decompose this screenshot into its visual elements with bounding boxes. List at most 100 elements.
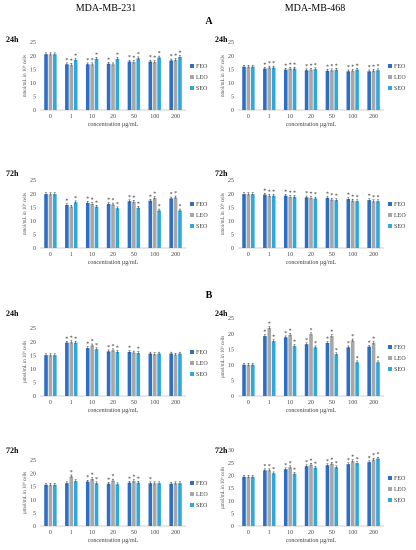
x-tick-label: 20 <box>308 400 314 406</box>
bar-leo <box>246 364 251 396</box>
significance-star: * <box>305 460 308 466</box>
y-tick-label: 0 <box>231 246 234 252</box>
bar-leo <box>90 203 94 248</box>
bar-seo <box>157 210 161 248</box>
bar-seo <box>157 483 161 526</box>
significance-star: * <box>112 198 115 204</box>
significance-star: * <box>95 343 98 349</box>
significance-star: * <box>326 337 329 343</box>
significance-star: * <box>86 196 89 202</box>
legend-swatch-leo <box>190 492 194 496</box>
bar-seo <box>73 59 78 110</box>
bar-leo <box>371 70 376 110</box>
section-label-a: A <box>205 16 213 27</box>
bar-seo <box>53 54 57 110</box>
significance-star: * <box>293 190 296 196</box>
significance-star: * <box>268 322 271 328</box>
significance-star: * <box>284 463 287 469</box>
significance-star: * <box>70 470 73 476</box>
bar-seo <box>136 353 141 396</box>
bar-seo <box>73 342 78 396</box>
legend-label-leo: LEO <box>196 492 208 498</box>
legend-swatch-feo <box>388 476 392 480</box>
x-tick-label: 10 <box>89 114 95 120</box>
time-label: 72h <box>6 446 19 455</box>
bar-leo <box>350 200 355 248</box>
bar-seo <box>251 66 255 110</box>
bar-leo <box>152 197 157 248</box>
bar-seo <box>115 58 120 110</box>
significance-star: * <box>268 189 271 195</box>
legend-label-leo: LEO <box>196 361 208 367</box>
bar-seo <box>334 69 339 110</box>
y-tick-label: 20 <box>30 192 36 198</box>
x-axis-label: concentration µg/mL <box>88 538 139 544</box>
bar-seo <box>355 463 359 526</box>
y-tick-label: 25 <box>30 40 36 46</box>
legend-label-feo: FEO <box>394 476 406 482</box>
bar-leo <box>371 342 376 396</box>
bar-feo <box>325 342 330 396</box>
legend-label-seo: SEO <box>394 224 406 230</box>
significance-star: * <box>128 55 131 61</box>
significance-star: * <box>128 476 131 482</box>
x-tick-label: 10 <box>89 252 95 258</box>
x-tick-label: 1 <box>70 252 73 258</box>
bar-leo <box>330 463 334 526</box>
section-label-b: B <box>206 290 213 301</box>
bar-seo <box>115 208 120 248</box>
significance-star: * <box>289 62 292 68</box>
significance-star: * <box>153 56 156 62</box>
bar-feo <box>304 344 309 396</box>
y-tick-label: 10 <box>30 498 36 504</box>
significance-star: * <box>149 194 152 200</box>
bar-feo <box>44 54 48 110</box>
significance-star: * <box>347 458 350 464</box>
x-axis-label: concentration µg/mL <box>286 408 337 414</box>
significance-star: * <box>335 348 338 354</box>
bar-seo <box>53 194 57 248</box>
significance-star: * <box>128 346 131 352</box>
x-tick-label: 10 <box>89 400 95 406</box>
column-header-right: MDA-MB-468 <box>285 3 346 14</box>
x-tick-label: 20 <box>110 400 116 406</box>
bar-feo <box>148 353 153 396</box>
x-tick-label: 200 <box>171 114 180 120</box>
bar-feo <box>65 342 69 396</box>
significance-star: * <box>95 200 98 206</box>
significance-star: * <box>376 452 379 458</box>
legend-swatch-feo <box>388 202 392 206</box>
x-tick-label: 200 <box>369 114 378 120</box>
bar-leo <box>173 354 178 396</box>
y-tick-label: 20 <box>30 471 36 477</box>
bar-feo <box>148 61 153 110</box>
legend-swatch-leo <box>190 213 194 217</box>
bar-leo <box>69 476 74 526</box>
y-tick-label: 15 <box>30 353 36 359</box>
legend-label-seo: SEO <box>196 86 208 92</box>
bar-feo <box>44 355 48 396</box>
x-axis-label: concentration µg/mL <box>286 122 337 128</box>
x-tick-label: 1 <box>268 400 271 406</box>
significance-star: * <box>314 192 317 198</box>
bar-feo <box>346 464 351 526</box>
legend-swatch-feo <box>190 350 194 354</box>
bar-leo <box>69 64 74 110</box>
bar-leo <box>246 66 251 110</box>
significance-star: * <box>107 477 110 483</box>
bar-seo <box>178 483 182 526</box>
x-tick-label: 0 <box>247 400 250 406</box>
significance-star: * <box>293 467 296 473</box>
bar-feo <box>127 201 132 248</box>
significance-star: * <box>347 65 350 71</box>
significance-star: * <box>86 342 89 348</box>
bar-feo <box>263 336 267 396</box>
bar-seo <box>355 69 359 110</box>
x-tick-label: 200 <box>369 530 378 536</box>
bar-feo <box>85 202 90 248</box>
bar-seo <box>355 201 359 248</box>
